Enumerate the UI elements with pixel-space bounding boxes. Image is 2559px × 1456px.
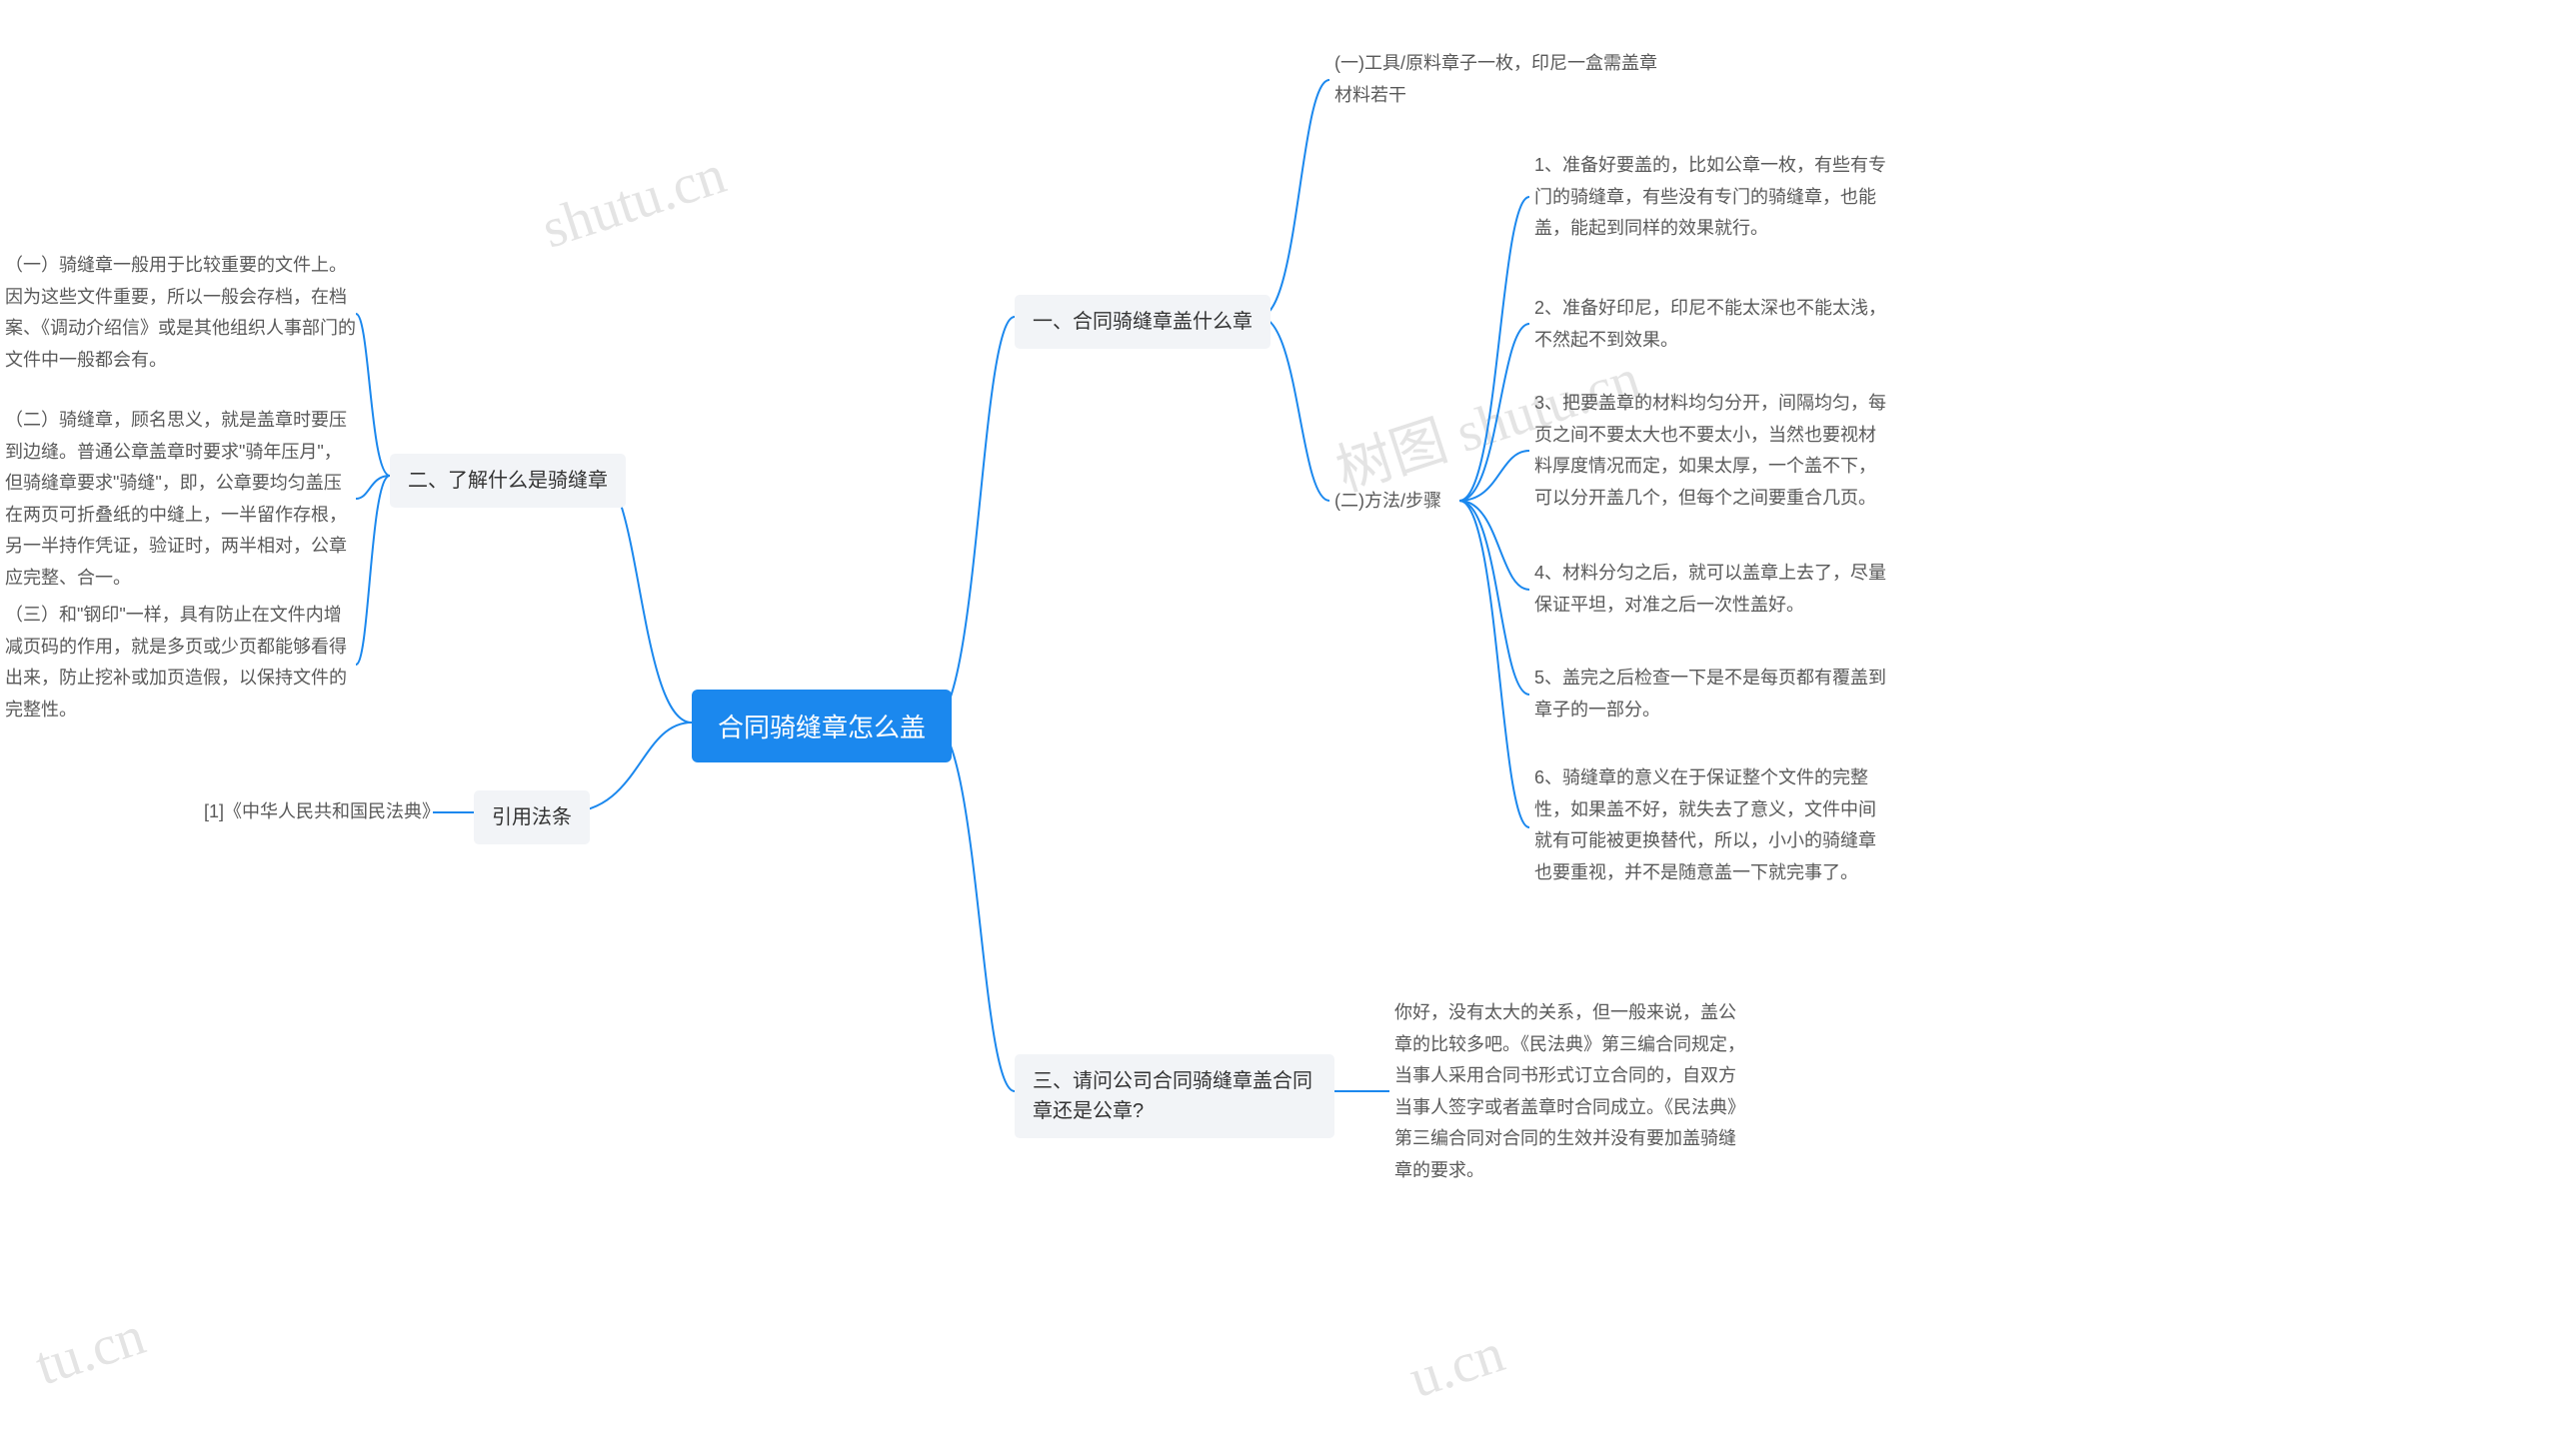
right-section1-item1: (一)工具/原料章子一枚，印尼一盒需盖章材料若干 [1334,48,1669,111]
right-step-2: 2、准备好印尼，印尼不能太深也不能太浅，不然起不到效果。 [1534,293,1886,356]
watermark: u.cn [1401,1321,1511,1411]
root-node[interactable]: 合同骑缝章怎么盖 [692,690,952,762]
left-section2-item-2: （二）骑缝章，顾名思义，就是盖章时要压到边缝。普通公章盖章时要求"骑年压月"，但… [5,405,357,594]
right-step-3: 3、把要盖章的材料均匀分开，间隔均匀，每页之间不要太大也不要太小，当然也要视材料… [1534,388,1886,514]
watermark: shutu.cn [535,142,734,261]
watermark: tu.cn [28,1304,153,1399]
left-section2[interactable]: 二、了解什么是骑缝章 [390,454,626,508]
right-section3-answer: 你好，没有太大的关系，但一般来说，盖公章的比较多吧。《民法典》第三编合同规定，当… [1394,997,1746,1186]
left-law-item-1: [1]《中华人民共和国民法典》 [180,796,440,828]
right-step-4: 4、材料分匀之后，就可以盖章上去了，尽量保证平坦，对准之后一次性盖好。 [1534,558,1886,621]
right-step-1: 1、准备好要盖的，比如公章一枚，有些有专门的骑缝章，有些没有专门的骑缝章，也能盖… [1534,150,1886,245]
right-section1[interactable]: 一、合同骑缝章盖什么章 [1015,295,1271,349]
right-step-5: 5、盖完之后检查一下是不是每页都有覆盖到章子的一部分。 [1534,663,1886,726]
right-section3[interactable]: 三、请问公司合同骑缝章盖合同章还是公章? [1015,1054,1334,1138]
left-section2-item-3: （三）和"钢印"一样，具有防止在文件内增减页码的作用，就是多页或少页都能够看得出… [5,600,357,726]
left-law[interactable]: 引用法条 [474,790,590,844]
right-step-6: 6、骑缝章的意义在于保证整个文件的完整性，如果盖不好，就失去了意义，文件中间就有… [1534,762,1886,888]
left-section2-item-1: （一）骑缝章一般用于比较重要的文件上。因为这些文件重要，所以一般会存档，在档案、… [5,250,357,376]
mindmap-connectors [0,0,2559,1456]
right-section1-methods-label[interactable]: (二)方法/步骤 [1334,486,1464,518]
